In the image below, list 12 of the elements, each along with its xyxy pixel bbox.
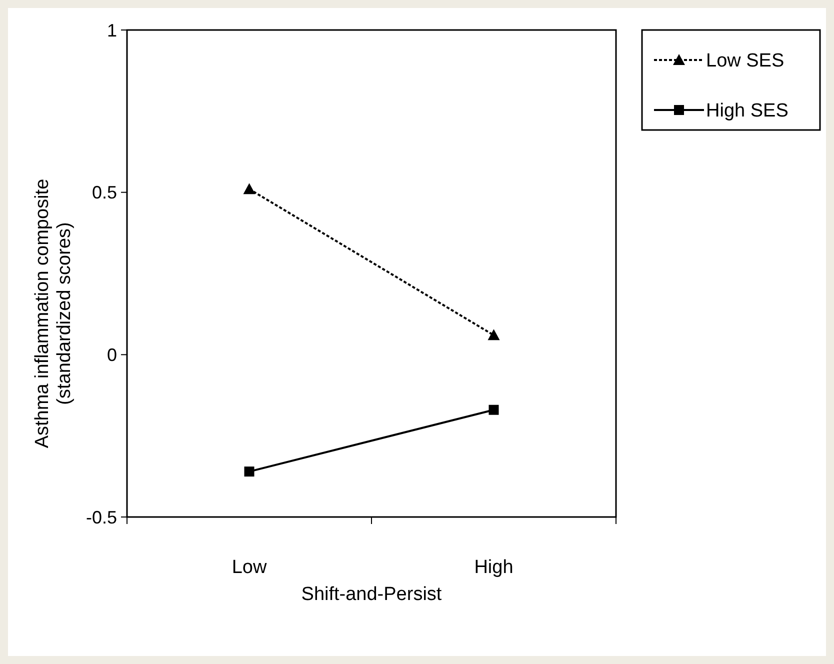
- y-tick-label: 1: [106, 20, 117, 40]
- y-tick-label: -0.5: [86, 507, 117, 528]
- y-axis-title: Asthma inflammation composite (standardized scores): [32, 178, 75, 448]
- x-axis-title: Shift-and-Persist: [301, 584, 442, 605]
- y-tick-label: 0.5: [92, 182, 117, 203]
- legend-label: Low SES: [706, 50, 784, 72]
- x-tick-label: Low: [232, 557, 267, 578]
- point: [244, 466, 254, 477]
- x-tick-label: High: [474, 557, 514, 578]
- point: [488, 404, 499, 415]
- legend-label: High SES: [706, 100, 788, 122]
- y-tick-label: 0: [106, 344, 117, 365]
